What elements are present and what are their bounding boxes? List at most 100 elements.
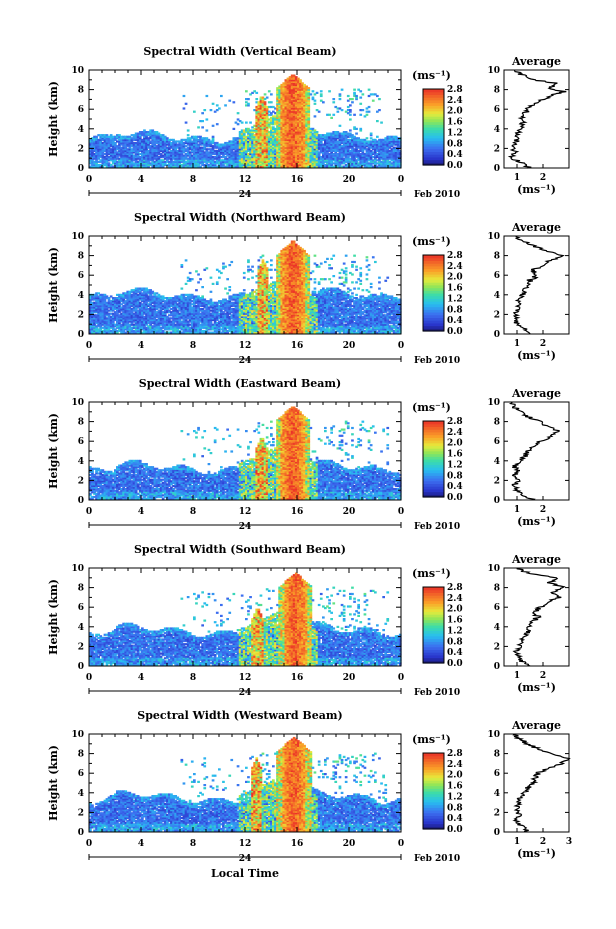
heatmap-cell [312, 90, 315, 92]
x-tick-label: 16 [291, 175, 304, 185]
heatmap-cell [206, 95, 209, 97]
colorbar-tick-label: 0.4 [447, 150, 463, 160]
heatmap-cell [247, 103, 250, 105]
heatmap-cell [241, 122, 244, 124]
heatmap-cell [376, 95, 379, 97]
heatmap-cell [359, 114, 362, 116]
heatmap-cell [349, 104, 352, 106]
heatmap-cell [347, 95, 350, 97]
heatmap-cell [349, 114, 352, 116]
average-title: Average [511, 55, 561, 68]
heatmap-cell [376, 120, 379, 122]
heatmap-cell [353, 114, 356, 116]
heatmap-cell [310, 93, 313, 95]
heatmap-cell [187, 129, 190, 131]
panels: Spectral Width (Vertical Beam)0246810Hei… [47, 45, 572, 864]
figure: Spectral Width (Vertical Beam)0246810Hei… [0, 0, 616, 929]
heatmap-cell [351, 98, 354, 100]
heatmap-cell [228, 100, 231, 102]
colorbar-tick-label: 2.8 [447, 85, 463, 95]
heatmap-cell [255, 98, 258, 100]
avg-y-tick-label: 8 [494, 86, 500, 96]
heatmap-cell [366, 137, 369, 139]
heatmap-cell [320, 93, 323, 95]
heatmap-cell [351, 101, 354, 103]
heatmap-cell [183, 95, 186, 97]
heatmap-cell [332, 101, 335, 103]
heatmap-cell [320, 90, 323, 92]
heatmap-cell [359, 128, 362, 130]
heatmap-cell [247, 98, 250, 100]
heatmap-cell [299, 79, 302, 81]
heatmap-cell [264, 93, 267, 95]
heatmap-cell [201, 126, 204, 128]
heatmap-cell [216, 104, 219, 106]
heatmap-cell [378, 98, 381, 100]
y-tick-label: 10 [71, 66, 84, 76]
y-axis-label: Height (km) [47, 81, 60, 157]
heatmap [89, 241, 402, 334]
heatmap-cell [332, 98, 335, 100]
heatmap-cell [237, 112, 240, 114]
avg-y-tick-label: 2 [494, 144, 500, 154]
heatmap-cell [206, 129, 209, 131]
heatmap-cell [212, 103, 215, 105]
heatmap-cell [314, 115, 317, 117]
heatmap-cell [185, 122, 188, 124]
heatmap-cell [212, 125, 215, 127]
heatmap-cell [359, 103, 362, 105]
heatmap-cell [268, 90, 271, 92]
heatmap [89, 75, 402, 168]
date-label: Feb 2010 [414, 190, 460, 200]
heatmap-cell [368, 111, 371, 113]
heatmap-cell [212, 136, 215, 138]
heatmap-cell [197, 126, 200, 128]
heatmap-cell [355, 133, 358, 135]
heatmap-cell [339, 93, 342, 95]
heatmap-cell [181, 288, 184, 290]
heatmap-cell [218, 107, 221, 109]
heatmap-cell [201, 112, 204, 114]
heatmap-cell [201, 120, 204, 122]
heatmap-cell [376, 136, 379, 138]
panel-2: Spectral Width (Northward Beam)0246810He… [47, 211, 569, 366]
avg-x-tick-label: 1 [514, 173, 520, 183]
heatmap-cell [237, 123, 240, 125]
colorbar-tick-label: 2.4 [447, 96, 463, 106]
heatmap-cell [337, 111, 340, 113]
y-tick-label: 2 [78, 144, 84, 154]
heatmap-cell [210, 109, 213, 111]
panel-1: Spectral Width (Vertical Beam)0246810Hei… [47, 45, 569, 200]
heatmap-cell [266, 97, 269, 99]
colorbar-tick-label: 1.6 [447, 118, 463, 128]
x-tick-label: 12 [239, 175, 252, 185]
heatmap-cell [330, 117, 333, 119]
heatmap-cell [220, 95, 223, 97]
heatmap-cell [270, 101, 273, 103]
heatmap-cell [359, 97, 362, 99]
heatmap-cell [312, 97, 315, 99]
heatmap-cell [341, 89, 344, 91]
heatmap-cell [233, 101, 236, 103]
heatmap-cell [206, 118, 209, 120]
y-tick-label: 8 [78, 86, 84, 96]
heatmap-cell [233, 128, 236, 130]
heatmap-cell [349, 109, 352, 111]
avg-x-tick-label: 2 [540, 173, 546, 183]
heatmap-cell [307, 87, 310, 89]
heatmap-cell [328, 90, 331, 92]
heatmap-cell [328, 114, 331, 116]
x-tick-label: 0 [86, 175, 92, 185]
chart-title: Spectral Width (Northward Beam) [134, 211, 346, 224]
heatmap-cell [255, 92, 258, 94]
heatmap-cell [353, 92, 356, 94]
avg-y-tick-label: 10 [487, 66, 500, 76]
heatmap-cell [181, 264, 184, 266]
heatmap-cell [322, 101, 325, 103]
heatmap-cell [203, 109, 206, 111]
heatmap-cell [187, 134, 190, 136]
heatmap-cell [370, 133, 373, 135]
day-label: 24 [239, 190, 252, 200]
heatmap-cell [339, 98, 342, 100]
heatmap-cell [216, 123, 219, 125]
